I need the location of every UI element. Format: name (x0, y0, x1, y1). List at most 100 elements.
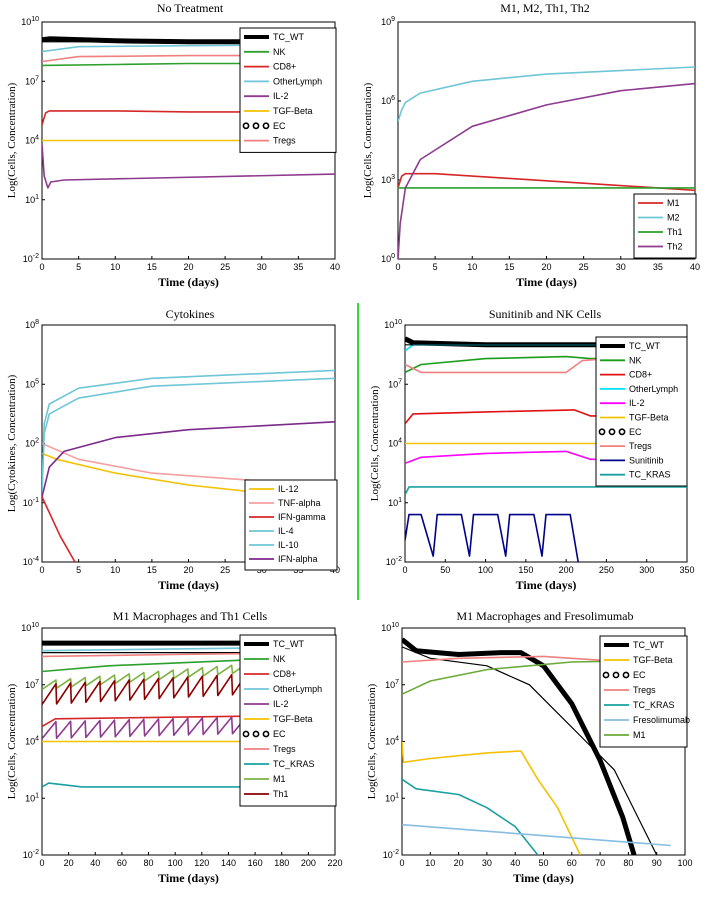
legend-label: M2 (667, 213, 680, 223)
legend-label: IL-12 (278, 484, 299, 494)
x-tick-label: 80 (144, 858, 154, 868)
x-axis-label: Time (days) (158, 578, 219, 592)
series-line-tc-kras (402, 778, 539, 855)
y-tick-label: 107 (25, 679, 39, 690)
legend-label: IL-2 (629, 398, 645, 408)
x-axis-label: Time (days) (158, 871, 219, 885)
y-tick-label: 108 (25, 319, 39, 330)
x-tick-label: 70 (595, 858, 605, 868)
legend-label: Tregs (273, 136, 296, 146)
series-line-il-2 (42, 144, 335, 189)
legend: M1 M2 Th1 Th2 (633, 193, 697, 259)
x-tick-label: 40 (90, 858, 100, 868)
x-tick-label: 30 (257, 262, 267, 272)
x-tick-label: 25 (579, 262, 589, 272)
x-tick-label: 350 (679, 565, 694, 575)
y-tick-label: 101 (25, 792, 39, 803)
x-tick-label: 30 (616, 262, 626, 272)
y-tick-label: 104 (25, 135, 39, 146)
series-line-ifn-alpha (42, 421, 335, 497)
y-tick-label: 107 (385, 679, 399, 690)
y-axis-label: Log(Cells, Concentration) (6, 683, 18, 799)
legend-label: EC (629, 427, 642, 437)
y-tick-label: 1010 (21, 16, 39, 27)
legend-marker-ec (242, 730, 250, 738)
legend-label: EC (273, 121, 286, 131)
x-axis-label: Time (days) (158, 275, 219, 289)
legend-label: IL-2 (273, 699, 289, 709)
x-tick-label: 20 (183, 565, 193, 575)
x-tick-label: 0 (399, 858, 404, 868)
series-layer (398, 66, 695, 259)
x-tick-label: 10 (425, 858, 435, 868)
y-tick-label: 10-4 (23, 556, 39, 567)
x-tick-label: 10 (110, 262, 120, 272)
chart-c5: M1 Macrophages and Th1 Cells 0 20 40 60 80 100… (6, 609, 343, 885)
chart-c3: Cytokines051015202530354010-410-11021051… (6, 307, 340, 592)
legend-label: Th1 (273, 789, 289, 799)
x-tick-label: 25 (220, 262, 230, 272)
x-tick-label: 90 (652, 858, 662, 868)
legend-label: Tregs (629, 441, 652, 451)
x-tick-label: 20 (454, 858, 464, 868)
y-tick-label: 109 (381, 16, 395, 27)
x-tick-label: 100 (478, 565, 493, 575)
legend-marker-ec (602, 671, 610, 679)
legend: TC_WT TGF-Beta EC Tregs TC_KRAS Fresolimumab M… (599, 635, 690, 748)
legend-label: TC_KRAS (633, 700, 675, 710)
legend-marker-ec (262, 730, 270, 738)
y-axis-label: Log(Cells, Concentration) (369, 385, 381, 501)
legend-marker-ec (608, 428, 616, 436)
series-line-tgf-beta (402, 741, 582, 855)
legend-marker-ec (612, 671, 620, 679)
x-tick-label: 50 (440, 565, 450, 575)
legend: TC_WT NK CD8+ OtherLymph IL-2 TGF-Beta EC Tregs… (595, 336, 688, 487)
legend-label: Sunitinib (629, 455, 664, 465)
series-line-sunitinib (405, 513, 579, 562)
series-line-il-4 (42, 369, 335, 493)
legend-label: IL-10 (278, 540, 299, 550)
chart-c1: No Treatment 0 5 10 15 20 25 30 35 40 10-2 101 104 10… (6, 1, 340, 289)
x-tick-label: 60 (567, 858, 577, 868)
legend-label: IFN-gamma (278, 512, 326, 522)
chart-title: No Treatment (157, 1, 224, 15)
x-tick-label: 50 (538, 858, 548, 868)
legend-marker-ec (598, 428, 606, 436)
y-tick-label: 10-1 (23, 497, 39, 508)
legend-label: Fresolimumab (633, 715, 690, 725)
x-axis-label: Time (days) (516, 275, 577, 289)
y-tick-label: 100 (381, 253, 395, 264)
x-tick-label: 15 (504, 262, 514, 272)
legend-frame (244, 479, 338, 571)
y-axis-label: Log(Cytokines, Concentration) (6, 374, 18, 512)
series-line-fresolimumab (402, 823, 671, 847)
legend-label: TC_WT (273, 32, 304, 42)
x-tick-label: 0 (402, 565, 407, 575)
legend-marker-ec (618, 428, 626, 436)
y-tick-label: 106 (381, 95, 395, 106)
legend-label: TGF-Beta (273, 106, 313, 116)
series-line-ifn-gamma (42, 496, 76, 562)
legend-frame (599, 635, 688, 748)
legend-label: TNF-alpha (278, 498, 321, 508)
y-tick-label: 104 (388, 438, 402, 449)
legend-label: TC_WT (633, 640, 664, 650)
legend-frame (239, 634, 337, 807)
series-line-m1 (398, 172, 695, 192)
x-tick-label: 0 (39, 858, 44, 868)
legend: IL-12 TNF-alpha IFN-gamma IL-4 IL-10 IFN-alph… (244, 479, 338, 571)
legend-label: M1 (273, 774, 286, 784)
x-tick-label: 5 (76, 262, 81, 272)
legend-label: TGF-Beta (629, 413, 669, 423)
x-tick-label: 100 (677, 858, 692, 868)
x-tick-label: 0 (39, 565, 44, 575)
x-tick-label: 200 (301, 858, 316, 868)
x-tick-label: 15 (147, 565, 157, 575)
chart-title: Cytokines (166, 307, 215, 321)
y-tick-label: 107 (25, 75, 39, 86)
y-tick-label: 1010 (21, 622, 39, 633)
x-tick-label: 40 (690, 262, 700, 272)
legend-marker-ec (622, 671, 630, 679)
legend-marker-ec (242, 122, 250, 130)
y-tick-label: 102 (25, 438, 39, 449)
